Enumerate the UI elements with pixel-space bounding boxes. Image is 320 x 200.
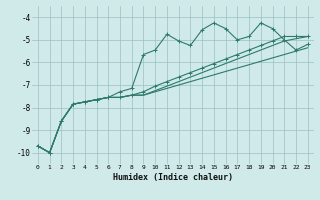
X-axis label: Humidex (Indice chaleur): Humidex (Indice chaleur) bbox=[113, 173, 233, 182]
